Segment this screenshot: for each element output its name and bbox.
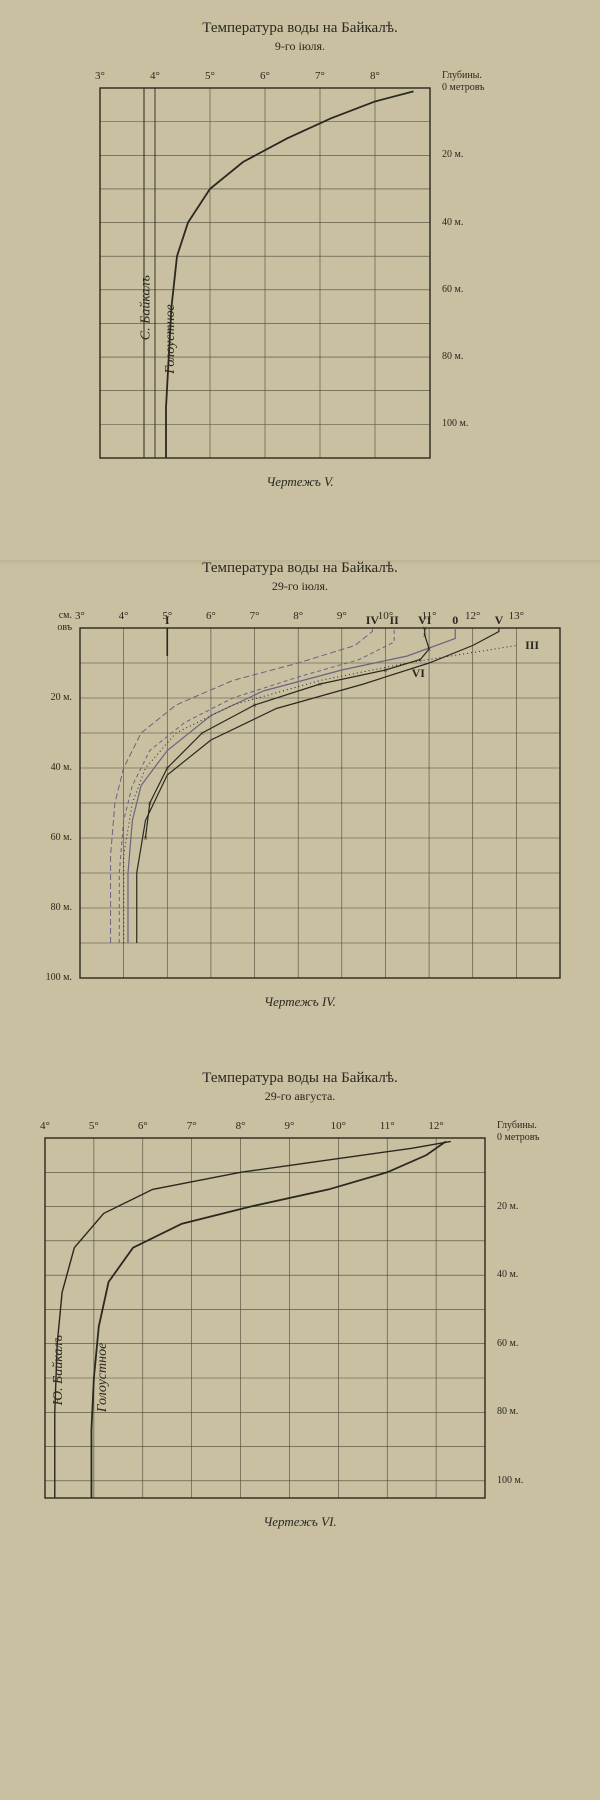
svg-text:×: ×	[165, 764, 170, 773]
x-tick-label: 5°	[162, 610, 172, 622]
y-tick-label: 60 м.	[497, 1338, 518, 1349]
chart-block-1: Температура воды на Байкалѣ. 9-го іюля. …	[0, 0, 600, 520]
page: Температура воды на Байкалѣ. 9-го іюля. …	[0, 0, 600, 1560]
svg-text:×: ×	[148, 799, 153, 808]
svg-text:×: ×	[427, 645, 432, 654]
curve-curve-II	[119, 628, 394, 943]
svg-text:×: ×	[383, 666, 388, 675]
roman-label: III	[525, 638, 539, 652]
x-tick-label: 13°	[509, 610, 524, 622]
svg-text:×: ×	[318, 680, 323, 689]
x-tick-label: 6°	[206, 610, 216, 622]
y-tick-label: 0 метровъ	[497, 1132, 539, 1143]
y-tick-label: 80 м.	[442, 351, 463, 362]
x-tick-label: 9°	[284, 1120, 294, 1132]
y-tick-label: 20 м.	[51, 692, 72, 703]
x-tick-label: 4°	[40, 1120, 50, 1132]
y-tick-label: 100 м.	[497, 1475, 523, 1486]
curve-label-s-baikal: С. Байкалъ	[139, 275, 154, 340]
y-tick-label: 20 м.	[442, 149, 463, 160]
y-tick-label: 80 м.	[497, 1406, 518, 1417]
y-tick-label: 60 м.	[51, 832, 72, 843]
x-tick-label: 10°	[331, 1120, 346, 1132]
curve-yu-baikal	[55, 1141, 451, 1498]
x-tick-label: 5°	[89, 1120, 99, 1132]
x-tick-label: 6°	[260, 70, 270, 82]
curve-goloustnoe	[166, 91, 414, 458]
x-tick-label: 5°	[205, 70, 215, 82]
x-tick-label: 11°	[380, 1120, 395, 1132]
depth-header: Глубины.	[442, 70, 482, 81]
chart1-subtitle: 9-го іюля.	[0, 39, 600, 54]
y-tick-label: 100 м.	[46, 972, 72, 983]
chart1-caption: Чертежъ V.	[0, 474, 600, 490]
y-tick-label: 80 м.	[51, 902, 72, 913]
chart1-title: Температура воды на Байкалѣ.	[0, 20, 600, 37]
chart2-title: Температура воды на Байкалѣ.	[0, 560, 600, 577]
chart1-plot: Голоустное С. Байкалъ 3° 4° 5° 6° 7° 8° Глубины.…	[90, 64, 510, 462]
y-left-header: см.	[59, 610, 72, 621]
roman-label: 0	[452, 613, 458, 627]
x-tick-label: 12°	[428, 1120, 443, 1132]
x-tick-label: 4°	[119, 610, 129, 622]
chart2-caption: Чертежъ IV.	[0, 994, 600, 1010]
svg-text:×: ×	[252, 701, 257, 710]
chart3-title: Температура воды на Байкалѣ.	[0, 1070, 600, 1087]
x-tick-label: 3°	[95, 70, 105, 82]
curve-curve-0	[128, 628, 455, 943]
chart-block-3: Температура воды на Байкалѣ. 29-го авгус…	[0, 1040, 600, 1560]
svg-text:×: ×	[143, 834, 148, 843]
curve-goloustnoe	[91, 1141, 445, 1498]
x-tick-label: 10°	[378, 610, 393, 622]
y-tick-label: 20 м.	[497, 1201, 518, 1212]
curve-curve-V	[137, 628, 499, 943]
chart3-subtitle: 29-го августа.	[0, 1089, 600, 1104]
y-tick-label: 40 м.	[442, 217, 463, 228]
chart-block-2: Температура воды на Байкалѣ. 29-го іюля.…	[0, 520, 600, 1040]
chart3-plot: Голоустное Ю. Байкалъ 4° 5° 6° 7° 8° 9° 10° 11° 12…	[35, 1114, 565, 1502]
y-tick-label: 60 м.	[442, 284, 463, 295]
y-tick-label: 40 м.	[497, 1269, 518, 1280]
y-tick-label: 0 метровъ	[442, 82, 484, 93]
x-tick-label: 9°	[337, 610, 347, 622]
x-tick-label: 7°	[250, 610, 260, 622]
x-tick-label: 11°	[422, 610, 437, 622]
roman-label: V	[495, 613, 504, 627]
curve-label-goloustnoe: Голоустное	[95, 1343, 110, 1414]
chart2-subtitle: 29-го іюля.	[0, 579, 600, 594]
x-tick-label: 8°	[293, 610, 303, 622]
depth-header: Глубины.	[497, 1120, 537, 1131]
x-tick-label: 8°	[370, 70, 380, 82]
y-tick-label: овъ	[57, 622, 72, 633]
svg-text:×: ×	[200, 729, 205, 738]
x-tick-label: 4°	[150, 70, 160, 82]
roman-label: VI	[412, 666, 426, 680]
curve-curve-III	[124, 646, 517, 944]
x-tick-label: 6°	[138, 1120, 148, 1132]
x-tick-label: 7°	[187, 1120, 197, 1132]
x-tick-label: 8°	[236, 1120, 246, 1132]
chart3-caption: Чертежъ VI.	[0, 1514, 600, 1530]
curve-curve-IV	[111, 628, 373, 943]
y-tick-label: 40 м.	[51, 762, 72, 773]
curve-label-goloustnoe: Голоустное	[163, 304, 178, 375]
y-tick-label: 100 м.	[442, 418, 468, 429]
curve-label-yu-baikal: Ю. Байкалъ	[51, 1335, 66, 1406]
x-tick-label: 7°	[315, 70, 325, 82]
chart2-plot: ×××××××××××IIVIIVI0VIIIVI3°4°5°6°7°8°9°1…	[30, 604, 570, 982]
svg-text:×: ×	[418, 656, 423, 665]
x-tick-label: 12°	[465, 610, 480, 622]
x-tick-label: 3°	[75, 610, 85, 622]
